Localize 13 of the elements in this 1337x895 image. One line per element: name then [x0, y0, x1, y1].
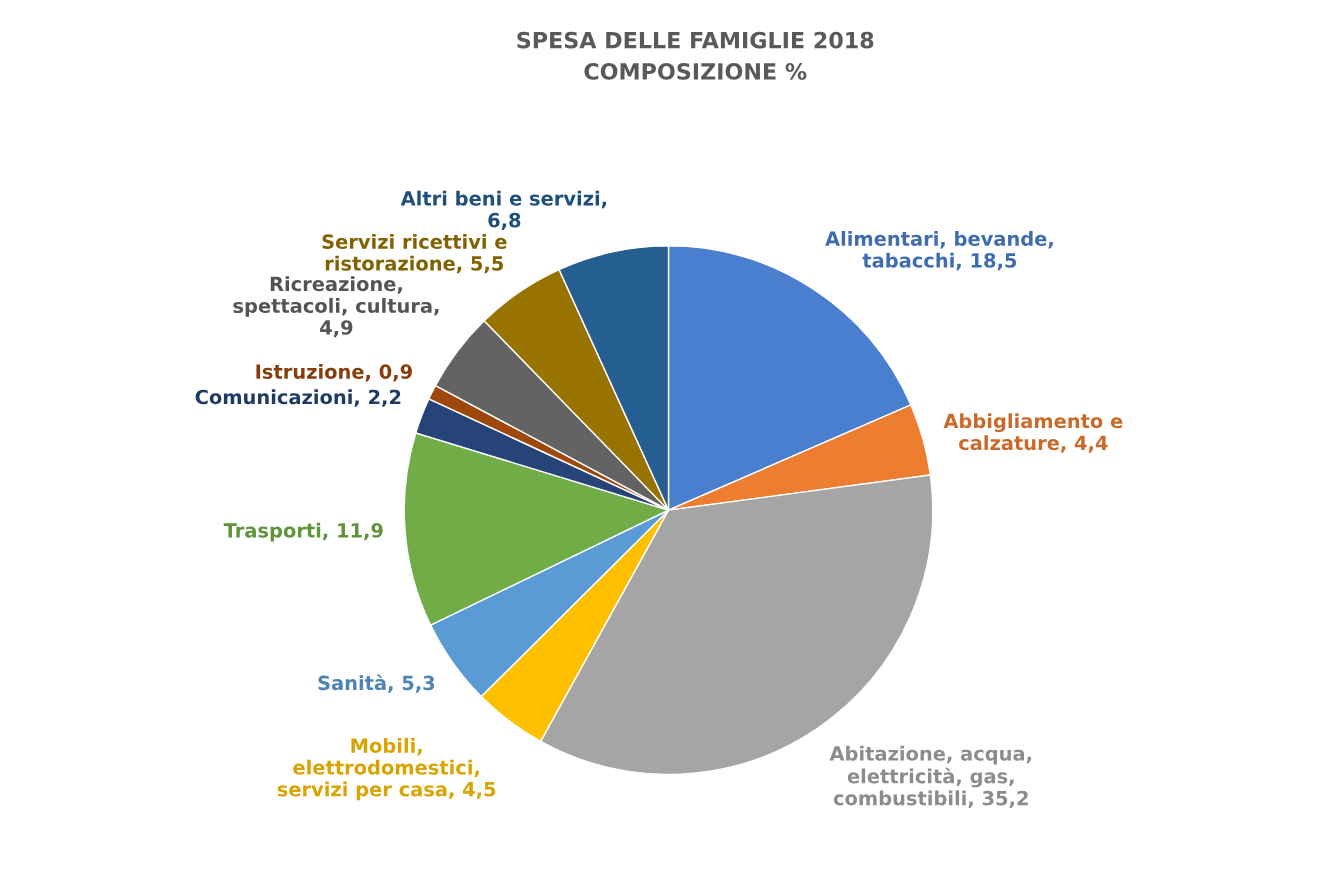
slice-label: Altri beni e servizi, 6,8	[400, 190, 607, 230]
slice-label: Servizi ricettivi e ristorazione, 5,5	[322, 233, 507, 274]
slice-label: Mobili, elettrodomestici, servizi per casa, 4,5	[277, 737, 496, 801]
slice-label: Abbigliamento e calzature, 4,4	[943, 413, 1123, 453]
chart-title: SPESA DELLE FAMIGLIE 2018	[517, 31, 874, 49]
slice-label: Istruzione, 0,9	[256, 363, 412, 382]
slice-label: Trasporti, 11,9	[223, 522, 383, 542]
slice-label: Sanità, 5,3	[318, 674, 435, 693]
slice-label: Ricreazione, spettacoli, cultura, 4,9	[233, 276, 439, 338]
chart-subtitle: COMPOSIZIONE %	[584, 63, 807, 80]
slice-label: Abitazione, acqua, elettricità, gas, combustibili, 35,2	[829, 745, 1032, 808]
slice-label: Alimentari, bevande, tabacchi, 18,5	[825, 230, 1053, 271]
slice-label: Comunicazioni, 2,2	[195, 389, 401, 407]
